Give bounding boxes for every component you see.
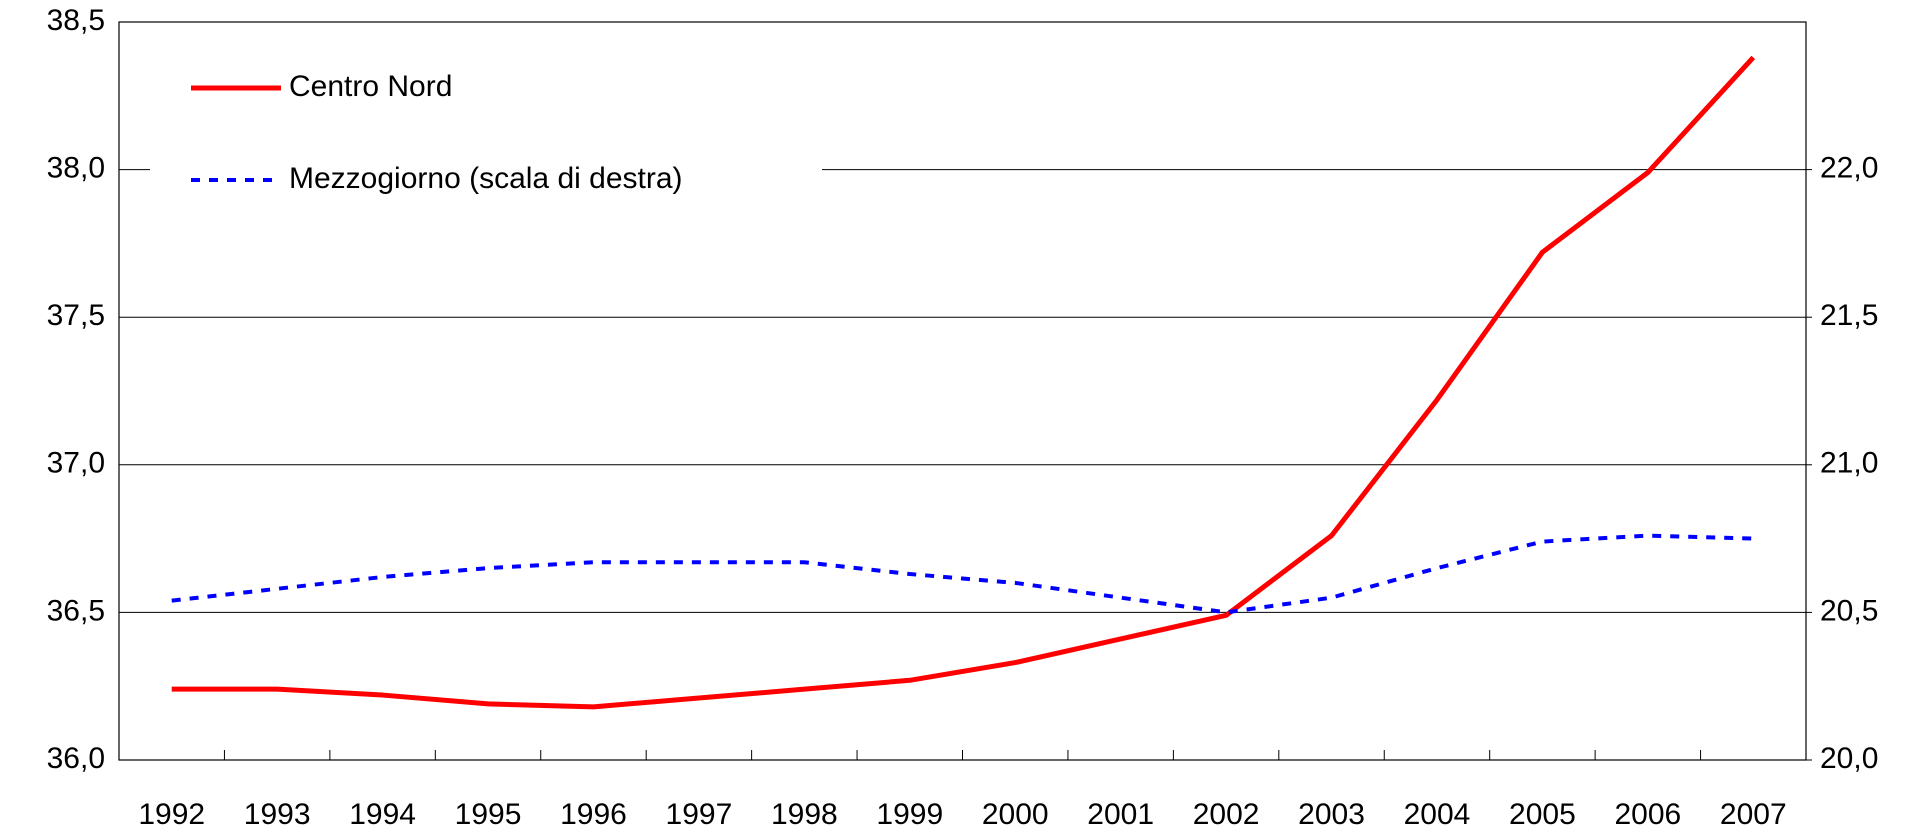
x-tick-label: 2003 <box>1298 798 1365 831</box>
x-tick-label: 2007 <box>1720 798 1787 831</box>
y-tick-label: 37,0 <box>47 447 105 480</box>
y2-tick-label: 21,0 <box>1820 447 1878 480</box>
y-tick-label: 37,5 <box>47 299 105 332</box>
x-tick-label: 2006 <box>1614 798 1681 831</box>
y-tick-label: 38,5 <box>47 4 105 37</box>
y2-tick-label: 20,0 <box>1820 742 1878 775</box>
legend-label: Mezzogiorno (scala di destra) <box>289 162 683 195</box>
y2-tick-label: 20,5 <box>1820 594 1878 627</box>
x-tick-label: 2001 <box>1087 798 1154 831</box>
legend-box <box>150 36 822 208</box>
series-line <box>171 55 1756 710</box>
x-tick-label: 1998 <box>771 798 838 831</box>
x-tick-label: 2002 <box>1193 798 1260 831</box>
y2-tick-label: 22,0 <box>1820 152 1878 185</box>
x-tick-label: 1996 <box>560 798 627 831</box>
series-line <box>171 533 1754 615</box>
x-tick-label: 2004 <box>1404 798 1471 831</box>
x-tick-label: 1992 <box>138 798 205 831</box>
x-tick-label: 1997 <box>666 798 733 831</box>
y-tick-label: 36,0 <box>47 742 105 775</box>
x-tick-label: 2005 <box>1509 798 1576 831</box>
x-tick-label: 1994 <box>349 798 416 831</box>
x-tick-label: 1995 <box>455 798 522 831</box>
y-tick-label: 38,0 <box>47 152 105 185</box>
y-tick-label: 36,5 <box>47 594 105 627</box>
x-tick-label: 1999 <box>876 798 943 831</box>
x-tick-label: 2000 <box>982 798 1049 831</box>
legend-label: Centro Nord <box>289 70 452 103</box>
y2-tick-label: 21,5 <box>1820 299 1878 332</box>
x-tick-label: 1993 <box>244 798 311 831</box>
